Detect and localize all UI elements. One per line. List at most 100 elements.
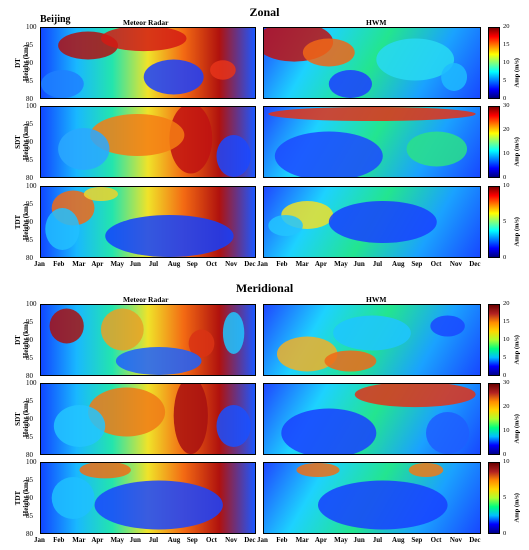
zonal-colorbar-tick: 0 [503,95,507,102]
merid-ytick: 100 [26,458,37,466]
zonal-colorbar-tdt [488,186,500,258]
merid-colorbar-dt [488,304,500,376]
merid-colorbar-tick: 0 [503,372,507,379]
zonal-ytick: 90 [26,218,33,226]
merid-hwm-tdt [263,462,481,534]
zonal-ytick: 85 [26,77,33,85]
zonal-hwm-dt [263,27,481,99]
merid-month-label: Jan [257,536,268,544]
zonal-month-label: Feb [276,260,288,268]
station-label: Beijing [40,14,71,25]
merid-month-label: Oct [430,536,442,544]
merid-radar-field [53,384,251,454]
merid-colorbar-tdt [488,462,500,534]
left-column-header-merid: Meteor Radar [123,295,169,304]
zonal-radar-field [41,28,236,98]
merid-colorbar-label: Amp (m/s) [513,335,521,365]
zonal-colorbar-sdt [488,106,500,178]
merid-colorbar-tick: 10 [503,427,510,434]
zonal-month-label: Nov [449,260,462,268]
merid-month-label: Jan [34,536,45,544]
merid-colorbar-label: Amp (m/s) [513,414,521,444]
merid-month-label: Feb [53,536,65,544]
merid-month-label: Sep [411,536,423,544]
zonal-ytick: 80 [26,174,33,182]
zonal-colorbar-dt [488,27,500,99]
zonal-ytick: 100 [26,23,37,31]
zonal-month-label: Jan [257,260,268,268]
merid-ytick: 95 [26,476,33,484]
merid-month-label: Aug [392,536,405,544]
zonal-month-label: Oct [430,260,442,268]
zonal-month-label: May [110,260,125,268]
zonal-colorbar-tick: 20 [503,126,510,133]
merid-colorbar-tick: 10 [503,336,510,343]
merid-hwm-dt [263,304,481,376]
merid-month-label: Mar [72,536,86,544]
zonal-colorbar-tick: 10 [503,182,510,189]
zonal-colorbar-tick: 10 [503,59,510,66]
merid-colorbar-tick: 20 [503,300,510,307]
zonal-ytick: 80 [26,95,33,103]
merid-radar-sdt [40,383,256,455]
zonal-radar-dt [40,27,256,99]
zonal-hwm-tdt [263,186,481,258]
zonal-month-label: Mar [72,260,86,268]
zonal-ytick: 80 [26,254,33,262]
merid-ytick: 85 [26,354,33,362]
merid-row-dt: DT [14,335,22,345]
zonal-month-label: Apr [314,260,327,268]
merid-colorbar-tick: 0 [503,530,507,537]
zonal-ytick: 100 [26,182,37,190]
merid-hwm-sdt [263,383,481,455]
zonal-colorbar-tick: 20 [503,23,510,30]
merid-month-label: Jun [353,536,365,544]
merid-hwm-field [276,315,465,372]
zonal-colorbar-tick: 10 [503,150,510,157]
merid-month-label: Mar [295,536,309,544]
merid-ytick: 85 [26,512,33,520]
zonal-month-label: Dec [244,260,256,268]
zonal-colorbar-tick: 5 [503,218,507,225]
zonal-hwm-field [264,28,468,98]
right-column-header: HWM [366,18,387,27]
zonal-colorbar-tick: 30 [503,102,510,109]
merid-month-label: Aug [167,536,181,544]
merid-ytick: 80 [26,530,33,538]
merid-month-label: Nov [449,536,462,544]
zonal-month-label: Jul [372,260,383,268]
merid-month-label: Apr [91,536,104,544]
zonal-month-label: Sep [186,260,198,268]
merid-radar-field [49,308,245,375]
merid-ytick: 90 [26,336,33,344]
zonal-month-label: May [334,260,348,268]
left-column-header: Meteor Radar [123,18,169,27]
merid-month-label: Apr [314,536,327,544]
merid-month-label: Nov [225,536,238,544]
merid-month-label: Jul [148,536,159,544]
zonal-row-dt: DT [14,58,22,68]
merid-colorbar-tick: 5 [503,354,507,361]
merid-ytick: 100 [26,300,37,308]
zonal-month-label: Jun [353,260,365,268]
zonal-colorbar-tick: 0 [503,174,507,181]
zonal-colorbar-label: Amp (m/s) [513,58,521,88]
merid-colorbar-tick: 20 [503,403,510,410]
zonal-row-tdt: TDT [14,214,22,230]
zonal-month-label: Jun [129,260,141,268]
zonal-hwm-field [268,107,476,177]
merid-month-label: Jun [129,536,141,544]
merid-colorbar-sdt [488,383,500,455]
meridional-title: Meridional [235,281,294,295]
zonal-row-sdt: SDT [14,135,22,149]
zonal-month-label: Aug [392,260,405,268]
merid-ytick: 80 [26,451,33,459]
zonal-month-label: Apr [91,260,104,268]
merid-ytick: 95 [26,318,33,326]
merid-hwm-field [281,384,476,454]
zonal-ytick: 100 [26,102,37,110]
zonal-month-label: Feb [53,260,65,268]
zonal-month-label: Jan [34,260,45,268]
merid-month-label: Feb [276,536,288,544]
zonal-ytick: 95 [26,200,33,208]
